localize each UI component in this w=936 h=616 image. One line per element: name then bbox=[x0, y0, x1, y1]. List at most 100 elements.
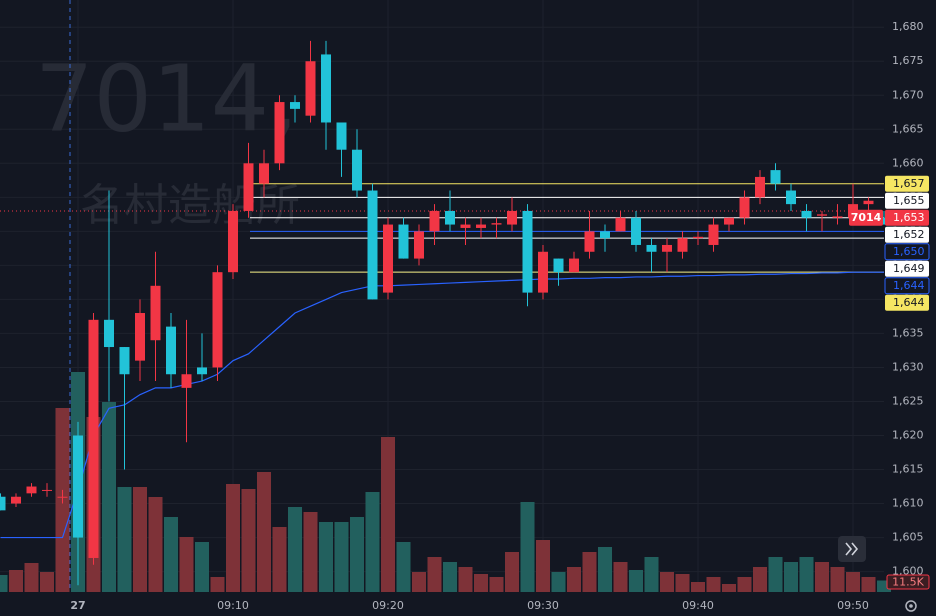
level-tag bbox=[885, 226, 929, 243]
candle-body bbox=[600, 231, 610, 239]
y-tick-label: 1,630 bbox=[892, 360, 924, 373]
volume-bar bbox=[0, 575, 8, 592]
volume-bar bbox=[598, 547, 612, 592]
levels-layer bbox=[0, 183, 884, 273]
candle-body bbox=[445, 210, 455, 225]
candle-body bbox=[429, 210, 440, 232]
candle-body bbox=[259, 163, 269, 184]
candle-layer bbox=[0, 40, 889, 586]
y-tick-label: 1,660 bbox=[892, 156, 924, 169]
volume-bar bbox=[474, 574, 488, 592]
y-tick-label: 1,620 bbox=[892, 428, 924, 441]
candle-body bbox=[553, 258, 564, 273]
volume-bar bbox=[706, 577, 721, 592]
y-tick-label: 1,670 bbox=[892, 88, 924, 101]
candle-body bbox=[212, 272, 223, 368]
volume-bar bbox=[675, 574, 690, 592]
moving-average bbox=[0, 271, 884, 539]
candle-body bbox=[584, 231, 595, 252]
volume-bar bbox=[226, 484, 240, 592]
volume-bar bbox=[830, 567, 845, 592]
candle-body bbox=[197, 367, 207, 375]
volume-bar bbox=[412, 572, 426, 592]
candle-body bbox=[290, 102, 300, 109]
volume-label: 11.5K bbox=[892, 576, 924, 589]
candle-body bbox=[817, 214, 827, 216]
candle-body bbox=[166, 326, 176, 375]
scroll-button[interactable] bbox=[838, 536, 866, 562]
level-label: 1,657 bbox=[893, 177, 925, 190]
volume-bar bbox=[567, 567, 581, 592]
candle-body bbox=[42, 489, 52, 491]
settings-button[interactable] bbox=[905, 600, 917, 612]
x-tick-label: 09:10 bbox=[217, 599, 249, 612]
candle-body bbox=[569, 258, 579, 273]
volume-bar bbox=[210, 577, 225, 592]
symbol-tag bbox=[849, 209, 883, 226]
volume-bar bbox=[179, 537, 194, 592]
level-tag bbox=[885, 209, 929, 226]
candle-body bbox=[383, 224, 393, 293]
candle-body bbox=[321, 54, 331, 123]
candle-body bbox=[73, 435, 83, 538]
candle-body bbox=[724, 217, 734, 225]
level-tag bbox=[884, 277, 930, 295]
candle-body bbox=[460, 224, 471, 228]
volume-bar bbox=[288, 507, 302, 592]
y-tick-label: 1,635 bbox=[892, 326, 924, 339]
candle-body bbox=[801, 210, 812, 218]
candle-body bbox=[615, 217, 626, 232]
volume-bar bbox=[846, 572, 860, 592]
candle-body bbox=[274, 102, 285, 164]
y-tick-label: 1,680 bbox=[892, 20, 924, 33]
volume-bar bbox=[334, 522, 349, 592]
volume-bar bbox=[9, 570, 23, 592]
volume-bar bbox=[877, 580, 891, 592]
x-tick-label: 09:30 bbox=[527, 599, 559, 612]
volume-bar bbox=[737, 577, 752, 592]
candle-body bbox=[879, 217, 889, 225]
volume-bar bbox=[257, 472, 271, 592]
x-tick-label: 09:50 bbox=[837, 599, 869, 612]
volume-bar bbox=[133, 487, 147, 592]
volume-bar bbox=[443, 562, 457, 592]
candle-body bbox=[863, 200, 874, 205]
volume-bar bbox=[148, 497, 163, 592]
candle-body bbox=[755, 176, 765, 198]
volume-bar bbox=[551, 572, 566, 592]
volume-bar bbox=[505, 552, 519, 592]
candle-body bbox=[26, 486, 37, 494]
y-tick-label: 1,665 bbox=[892, 122, 924, 135]
volume-bar bbox=[784, 562, 798, 592]
candle-body bbox=[491, 223, 502, 225]
volume-bar bbox=[799, 557, 814, 592]
candle-body bbox=[414, 231, 424, 259]
level-label: 1,652 bbox=[893, 228, 925, 241]
level-label: 1,644 bbox=[893, 279, 925, 292]
candle-body bbox=[0, 496, 6, 511]
candle-body bbox=[367, 190, 378, 300]
y-tick-label: 1,615 bbox=[892, 463, 924, 476]
candle-body bbox=[522, 210, 533, 293]
candle-body bbox=[150, 285, 161, 341]
level-label: 1,644 bbox=[893, 296, 925, 309]
level-tag bbox=[885, 260, 929, 277]
candle-body bbox=[646, 244, 657, 252]
x-tick-label: 09:20 bbox=[372, 599, 404, 612]
volume-bar bbox=[303, 512, 318, 592]
level-tag bbox=[885, 294, 929, 311]
volume-bar bbox=[396, 542, 411, 592]
volume-bar bbox=[195, 542, 209, 592]
volume-bar bbox=[861, 577, 876, 592]
volume-bar bbox=[40, 572, 54, 592]
y-tick-label: 1,610 bbox=[892, 497, 924, 510]
candle-body bbox=[104, 319, 114, 348]
candle-body bbox=[786, 190, 796, 205]
level-label: 1,649 bbox=[893, 262, 925, 275]
volume-bar bbox=[272, 527, 287, 592]
volume-bar bbox=[489, 577, 504, 592]
level-tag bbox=[885, 192, 929, 209]
watermark-symbol: 7014, bbox=[35, 45, 298, 152]
symbol-label: 7014 bbox=[851, 211, 882, 224]
volume-bar bbox=[381, 437, 395, 592]
